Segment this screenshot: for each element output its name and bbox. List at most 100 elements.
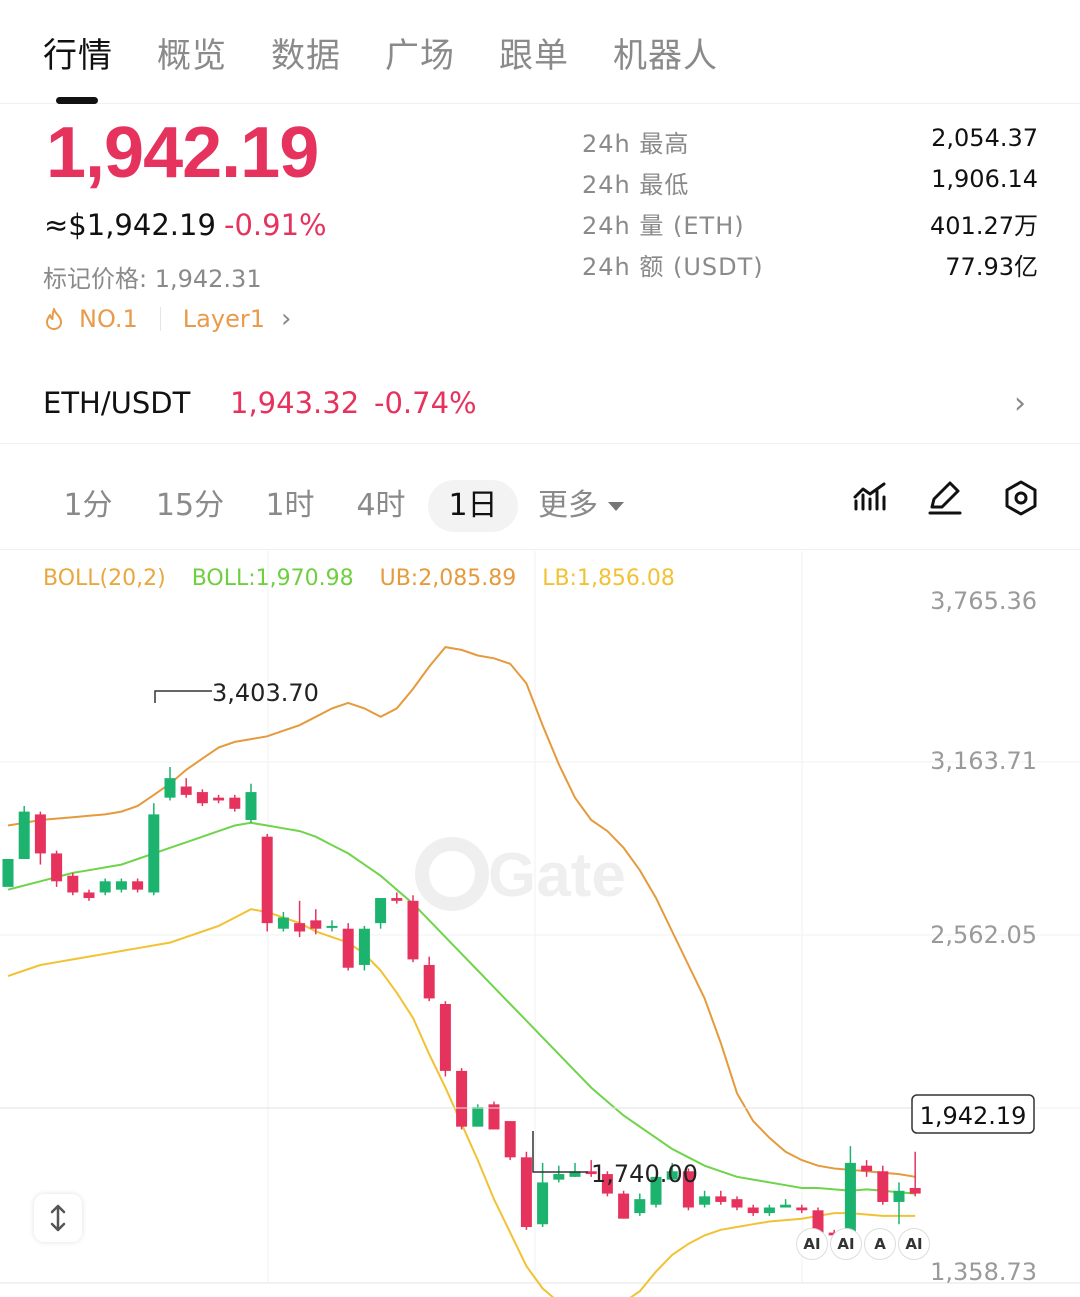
candle: [504, 1121, 516, 1161]
candle: [342, 923, 354, 971]
active-tab-indicator: [56, 97, 98, 104]
tab-data[interactable]: 数据: [271, 36, 341, 76]
ai-badge[interactable]: AI: [898, 1228, 930, 1260]
candle: [180, 778, 192, 798]
ai-badge[interactable]: A: [864, 1228, 896, 1260]
vertical-arrows-icon: [50, 1204, 66, 1232]
candle: [229, 794, 241, 812]
candle: [618, 1190, 630, 1219]
stats-panel: 24h 最高 2,054.37 24h 最低 1,906.14 24h 量 (E…: [582, 120, 1038, 284]
candle: [488, 1101, 500, 1130]
candle: [893, 1182, 905, 1225]
y-tick-label: 3,765.36: [930, 587, 1037, 615]
stat-high: 24h 最高 2,054.37: [582, 120, 1038, 161]
candle: [51, 850, 63, 887]
price-change: -0.91%: [224, 208, 327, 242]
low-annotation: 1,740.00: [532, 1131, 698, 1188]
svg-text:Gate: Gate: [488, 841, 626, 910]
stat-value: 2,054.37: [931, 124, 1038, 152]
bollinger-bands: [7, 646, 916, 1297]
tab-market[interactable]: 行情: [43, 36, 113, 76]
usd-price: ≈$1,942.19: [44, 208, 216, 242]
candle: [537, 1162, 549, 1228]
tab-bot[interactable]: 机器人: [613, 36, 718, 76]
candle: [213, 794, 225, 804]
candle: [196, 789, 208, 807]
candle: [132, 878, 144, 893]
gate-watermark: Gate: [415, 837, 626, 911]
candle: [456, 1068, 468, 1130]
candle: [407, 895, 419, 963]
candle: [601, 1171, 613, 1197]
y-tick-label: 1,358.73: [930, 1258, 1037, 1286]
candle: [844, 1146, 856, 1233]
candle: [99, 878, 111, 896]
stat-value: 401.27万: [930, 212, 1038, 240]
category-tag: Layer1: [182, 305, 265, 333]
y-tick-label: 3,163.71: [930, 747, 1037, 775]
interval-1d[interactable]: 1日: [428, 480, 518, 532]
pair-price: 1,943.32: [230, 386, 360, 420]
candle: [650, 1176, 662, 1208]
candle: [682, 1168, 694, 1211]
ai-badge[interactable]: AI: [830, 1228, 862, 1260]
candle: [877, 1165, 889, 1205]
boll-mid: BOLL:1,970.98: [191, 566, 354, 591]
chevron-right-icon: ›: [1014, 386, 1026, 421]
stat-label: 24h 最高: [582, 130, 690, 158]
candle: [731, 1196, 743, 1211]
boll-ub: UB:2,085.89: [379, 566, 517, 591]
candle: [520, 1151, 532, 1230]
low-label: 1,740.00: [591, 1160, 698, 1188]
candle: [861, 1160, 873, 1177]
tab-overview[interactable]: 概览: [157, 36, 227, 76]
stat-value: 77.93亿: [945, 253, 1038, 281]
vertical-scale-button[interactable]: [34, 1194, 82, 1242]
candle: [277, 911, 289, 932]
boll-title: BOLL(20,2): [43, 566, 166, 591]
candle: [796, 1204, 808, 1214]
candle: [666, 1162, 678, 1180]
settings-icon[interactable]: [1002, 479, 1040, 517]
boll-legend[interactable]: BOLL(20,2) BOLL:1,970.98 UB:2,085.89 LB:…: [43, 566, 675, 591]
candle: [83, 889, 95, 901]
pair-change: -0.74%: [374, 386, 477, 420]
flame-icon: [46, 308, 62, 330]
candle: [148, 803, 160, 896]
candle: [245, 783, 257, 823]
candle: [763, 1204, 775, 1216]
tab-square[interactable]: 广场: [385, 36, 455, 76]
caret-down-icon: [608, 502, 624, 511]
coin-tags[interactable]: NO.1 Layer1 ›: [43, 302, 291, 336]
candle: [715, 1190, 727, 1205]
middle-band-line: [7, 821, 916, 1195]
draw-icon[interactable]: [926, 479, 964, 517]
interval-4h[interactable]: 4时: [356, 488, 406, 523]
pair-row[interactable]: ETH/USDT 1,943.32 -0.74% ›: [0, 362, 1080, 444]
tab-copy-trade[interactable]: 跟单: [499, 36, 569, 76]
candle: [294, 900, 306, 938]
interval-more[interactable]: 更多: [538, 480, 644, 532]
candle: [780, 1199, 792, 1208]
more-label: 更多: [538, 488, 598, 523]
high-label: 3,403.70: [212, 679, 319, 707]
ai-badge[interactable]: AI: [796, 1228, 828, 1260]
candle: [326, 920, 338, 932]
price-axis: 3,765.36 3,163.71 2,562.05 1,358.73: [930, 587, 1037, 1286]
candle: [18, 806, 30, 860]
stat-label: 24h 量 (ETH): [582, 212, 745, 240]
candle: [747, 1204, 759, 1216]
candlestick-chart[interactable]: Gate 3,765.36 3,163.71 2,562.05 1,358.73…: [0, 551, 1080, 1297]
tag-divider: [159, 307, 161, 331]
interval-1m[interactable]: 1分: [63, 488, 113, 523]
interval-1h[interactable]: 1时: [265, 488, 315, 523]
rank-tag: NO.1: [79, 305, 138, 333]
interval-15m[interactable]: 15分: [155, 488, 225, 523]
indicator-icon[interactable]: [852, 479, 890, 517]
boll-lb: LB:1,856.08: [542, 566, 675, 591]
pair-name: ETH/USDT: [43, 386, 191, 420]
candle: [115, 878, 127, 893]
stat-low: 24h 最低 1,906.14: [582, 161, 1038, 202]
current-price-label: 1,942.19: [920, 1102, 1027, 1130]
candle: [164, 766, 176, 801]
